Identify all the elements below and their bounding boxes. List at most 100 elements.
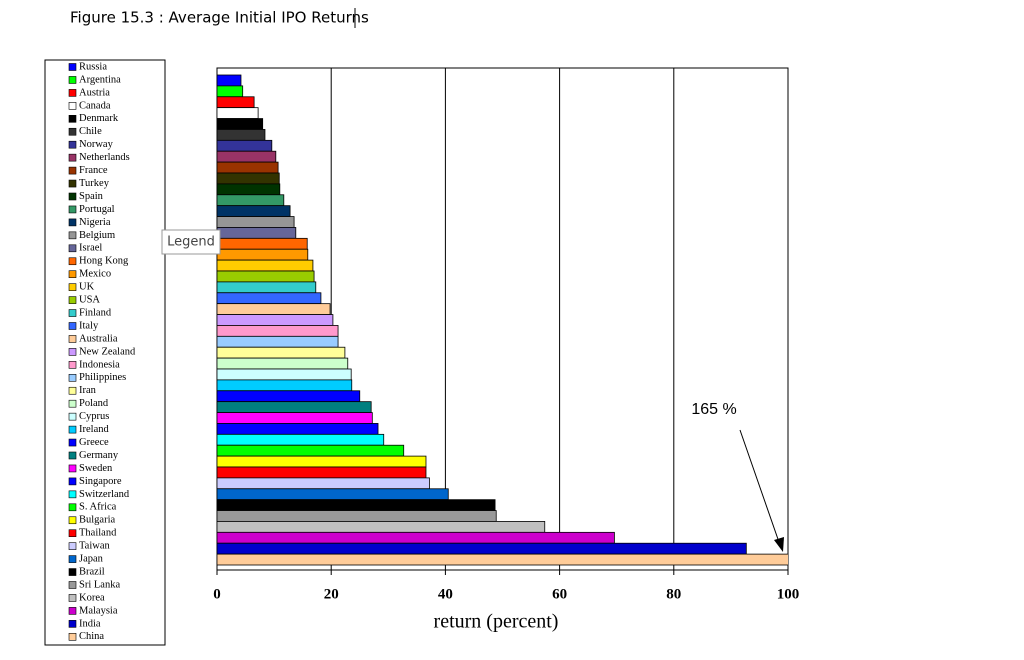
legend-swatch xyxy=(68,283,77,291)
bar xyxy=(217,379,353,392)
legend-swatch xyxy=(68,373,77,382)
legend-swatch xyxy=(68,179,77,188)
legend-swatch xyxy=(68,568,77,576)
bar xyxy=(217,248,309,261)
legend-label: Greece xyxy=(79,437,109,448)
bar xyxy=(217,237,308,250)
legend-swatch xyxy=(68,555,77,563)
legend-swatch xyxy=(68,464,77,473)
legend-label: Belgium xyxy=(79,230,115,241)
legend-swatch xyxy=(68,115,77,123)
legend-label: Norway xyxy=(79,139,114,150)
legend-swatch xyxy=(68,244,77,253)
legend-label: Sweden xyxy=(79,463,113,474)
legend-label: China xyxy=(79,631,104,642)
bar xyxy=(217,510,497,522)
legend-swatch xyxy=(68,335,77,343)
legend-swatch xyxy=(68,386,77,395)
legend-swatch xyxy=(68,270,77,279)
bar xyxy=(217,314,334,326)
legend-swatch xyxy=(68,205,77,214)
legend-label: Israel xyxy=(79,243,102,254)
legend-label: USA xyxy=(79,295,100,306)
bar xyxy=(217,172,280,185)
bar xyxy=(217,129,266,141)
legend-swatch xyxy=(68,412,77,421)
legend-label: India xyxy=(79,618,101,629)
chart-title: Figure 15.3 : Average Initial IPO Return… xyxy=(70,9,369,27)
legend-label: Turkey xyxy=(79,178,110,189)
legend-label: Cyprus xyxy=(79,411,109,422)
legend-label: Taiwan xyxy=(79,541,111,552)
bar xyxy=(217,139,273,152)
legend-label: New Zealand xyxy=(79,346,136,357)
legend-label: Canada xyxy=(79,100,111,111)
legend-swatch xyxy=(68,309,77,317)
annotation-arrow xyxy=(739,429,781,546)
bar xyxy=(217,325,339,337)
legend-label: Finland xyxy=(79,307,112,318)
legend-swatch xyxy=(68,102,77,110)
legend-tooltip-text: Legend xyxy=(167,235,215,250)
bar xyxy=(217,553,788,566)
bar xyxy=(217,96,255,109)
bar xyxy=(217,488,449,501)
legend-swatch xyxy=(68,361,77,369)
bar xyxy=(217,401,372,413)
legend-label: Switzerland xyxy=(79,489,130,500)
bar xyxy=(217,259,314,272)
x-tick-label: 80 xyxy=(666,586,681,602)
legend-label: UK xyxy=(79,282,95,293)
legend-swatch xyxy=(68,218,77,227)
bar xyxy=(217,477,430,490)
legend-swatch xyxy=(68,607,77,615)
bar xyxy=(217,368,352,381)
legend-label: Brazil xyxy=(79,566,105,577)
legend-swatch xyxy=(68,594,77,602)
legend-label: Nigeria xyxy=(79,217,111,228)
bar xyxy=(217,216,295,228)
bar xyxy=(217,85,244,98)
legend-label: Chile xyxy=(79,126,102,137)
legend-label: Bulgaria xyxy=(79,515,115,526)
legend-swatch xyxy=(68,348,77,356)
legend-swatch xyxy=(68,257,77,266)
legend-swatch xyxy=(68,438,77,447)
legend-swatch xyxy=(68,231,77,240)
legend-label: Spain xyxy=(79,191,104,202)
legend-swatch xyxy=(68,490,77,499)
legend-swatch xyxy=(68,516,77,525)
arrow-head xyxy=(774,537,784,552)
legend-swatch xyxy=(68,153,77,162)
x-tick-label: 60 xyxy=(552,586,567,602)
bar xyxy=(217,107,259,119)
x-tick-label: 20 xyxy=(324,586,339,602)
legend-label: Netherlands xyxy=(79,152,130,163)
bar xyxy=(217,357,349,370)
legend-swatch xyxy=(68,63,77,71)
legend-label: Sri Lanka xyxy=(79,579,120,590)
bar xyxy=(217,433,385,446)
legend-label: Japan xyxy=(79,554,104,565)
x-tick-label: 40 xyxy=(438,586,453,602)
legend-swatch xyxy=(68,425,77,434)
legend-label: Hong Kong xyxy=(79,256,129,267)
bar xyxy=(217,194,285,207)
bar xyxy=(217,183,281,196)
legend-label: Italy xyxy=(79,320,99,331)
bar xyxy=(217,466,427,479)
x-axis-label: return (percent) xyxy=(434,611,559,633)
legend-swatch xyxy=(68,632,77,641)
bar xyxy=(217,161,279,174)
legend-label: Ireland xyxy=(79,424,109,435)
bar xyxy=(217,292,322,305)
legend-label: France xyxy=(79,165,108,176)
bar xyxy=(217,205,291,217)
legend-label: Denmark xyxy=(79,113,119,124)
legend-label: Thailand xyxy=(79,528,117,539)
legend-swatch xyxy=(68,322,77,330)
legend-swatch xyxy=(68,529,77,538)
bar xyxy=(217,521,546,533)
legend-label: Korea xyxy=(79,592,105,603)
